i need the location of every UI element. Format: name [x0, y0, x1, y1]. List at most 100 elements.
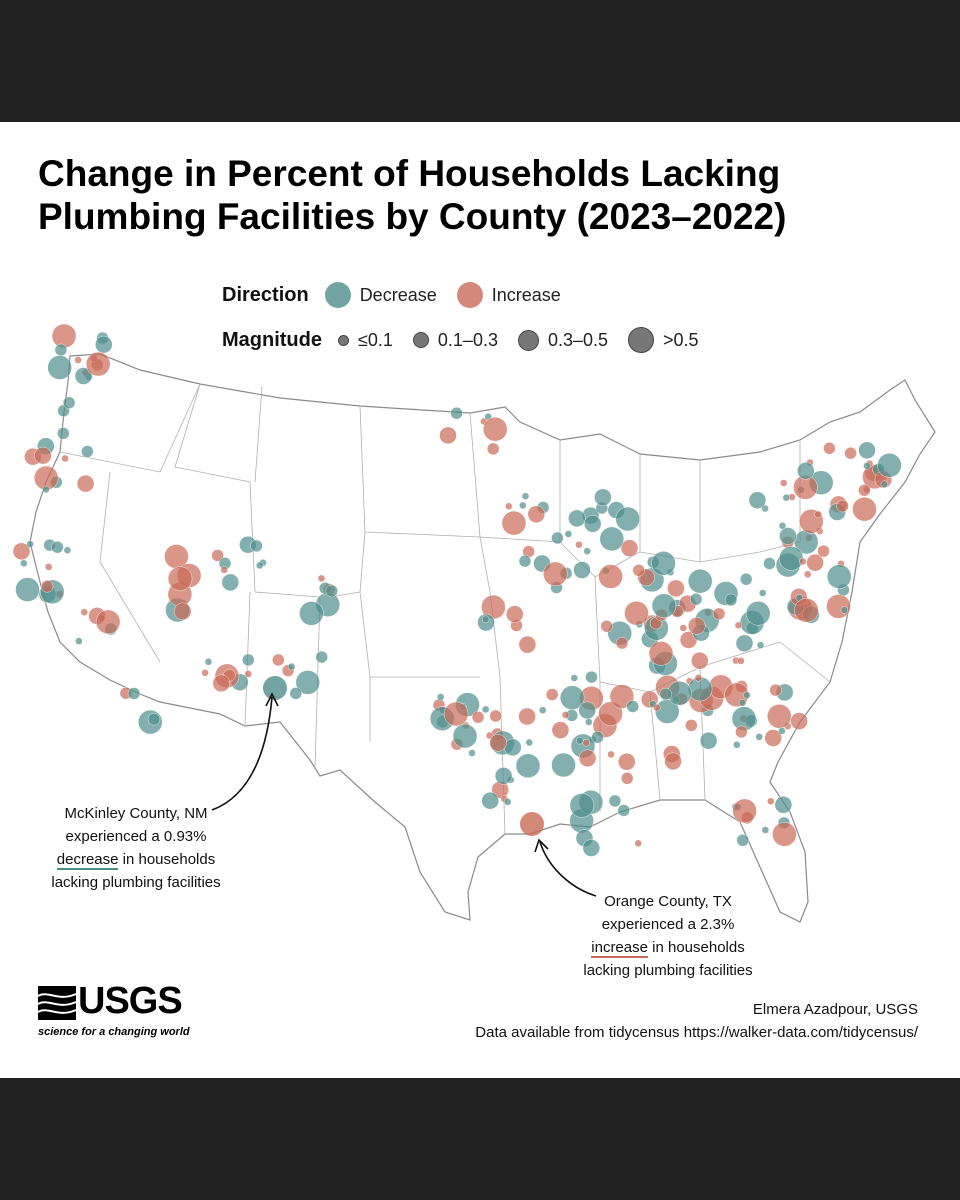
credit-author: Elmera Azadpour, USGS [752, 1001, 918, 1018]
legend-mag-3: 0.3–0.5 [517, 329, 609, 351]
mckinley-callout-line2: experienced a 0.93% [65, 828, 207, 845]
county-dot [570, 674, 578, 682]
mckinley-callout-line3-rest: in households [118, 851, 216, 868]
county-dot [40, 580, 54, 593]
county-dot [664, 752, 682, 770]
usgs-tagline: science for a changing world [38, 1026, 190, 1038]
legend-decrease-label: Decrease [359, 284, 437, 305]
county-dot [648, 641, 674, 666]
mckinley-callout-line3: decrease in households [28, 848, 244, 871]
county-dot [591, 731, 604, 744]
county-dot [201, 669, 209, 677]
county-dot [47, 355, 72, 380]
county-dots [12, 323, 902, 857]
county-dot [688, 617, 706, 635]
county-dot [594, 488, 612, 506]
county-dot [494, 767, 513, 785]
county-dot [12, 542, 31, 560]
county-dot [734, 621, 743, 629]
county-dot [583, 547, 591, 555]
orange-callout-line2: experienced a 2.3% [601, 916, 735, 933]
county-dot [482, 615, 490, 623]
county-dot [755, 733, 763, 741]
county-dot [880, 480, 889, 488]
orange-callout-line1: Orange County, TX [604, 893, 732, 910]
county-dot [769, 683, 782, 697]
county-dot [256, 561, 264, 570]
orange-callout-line4: lacking plumbing facilities [583, 962, 753, 979]
county-dot [804, 570, 812, 578]
county-dot [767, 704, 792, 729]
county-dot [737, 657, 745, 665]
county-dot [617, 804, 630, 817]
county-dot [518, 707, 536, 726]
county-dot [877, 453, 902, 478]
county-dot [779, 546, 804, 571]
county-dot [632, 564, 645, 577]
county-dot [578, 749, 597, 767]
magnitude-swatch-4 [628, 327, 655, 353]
county-dot [568, 509, 586, 528]
county-dot [74, 367, 93, 385]
county-dot [439, 426, 457, 445]
county-dot [54, 343, 68, 357]
magnitude-legend: Magnitude ≤0.1 0.1–0.3 0.3–0.5 >0.5 [222, 327, 719, 353]
county-dot [51, 541, 64, 554]
county-dot [836, 499, 849, 513]
county-dot [618, 753, 636, 771]
county-dot [609, 684, 635, 709]
county-dot [61, 454, 69, 463]
county-dot [732, 798, 757, 824]
county-dot [212, 674, 231, 692]
county-dot [634, 839, 642, 847]
county-dot [76, 474, 95, 493]
county-dot [42, 485, 50, 494]
county-dot [746, 601, 771, 626]
county-dot [437, 693, 445, 701]
county-dot [735, 634, 754, 652]
mckinley-callout-line1: McKinley County, NM [64, 805, 208, 822]
county-dot [799, 557, 807, 566]
county-dot [525, 738, 533, 747]
county-dot [250, 539, 263, 553]
county-dot [858, 441, 876, 459]
county-dot [452, 723, 478, 749]
county-dot [211, 549, 224, 562]
orange-callout-line3: increase in households [560, 936, 776, 959]
county-dot [817, 544, 830, 558]
county-dot [317, 574, 326, 583]
county-dot [620, 539, 639, 557]
direction-legend-heading: Direction [222, 283, 309, 306]
legend-mag-3-label: 0.3–0.5 [547, 329, 609, 350]
us-county-map [12, 323, 936, 923]
county-dot [242, 653, 255, 667]
county-dot [761, 504, 769, 513]
county-dot [34, 446, 52, 465]
county-dot [764, 729, 782, 747]
county-dot [763, 557, 776, 570]
county-dot [659, 687, 672, 701]
county-dot [756, 641, 765, 649]
county-dot [724, 593, 738, 607]
magnitude-legend-heading: Magnitude [222, 328, 322, 351]
county-dot [80, 608, 89, 616]
county-dot [863, 462, 871, 470]
county-dot [543, 561, 568, 587]
legend-decrease: Decrease [324, 282, 437, 308]
county-dot [20, 559, 28, 567]
county-dot [483, 417, 508, 442]
county-dot [287, 662, 296, 671]
county-dot [546, 688, 559, 701]
orange-callout: Orange County, TX experienced a 2.3% inc… [560, 890, 776, 982]
county-dot [694, 674, 703, 682]
county-dot [289, 687, 302, 700]
county-dot [244, 670, 253, 678]
county-dot [827, 564, 852, 589]
county-dot [780, 479, 788, 487]
county-dot [844, 447, 857, 460]
county-dot [481, 792, 499, 810]
county-dot [295, 670, 320, 695]
mckinley-keyword: decrease [56, 851, 119, 870]
county-dot [712, 607, 726, 621]
county-dot [468, 749, 476, 757]
